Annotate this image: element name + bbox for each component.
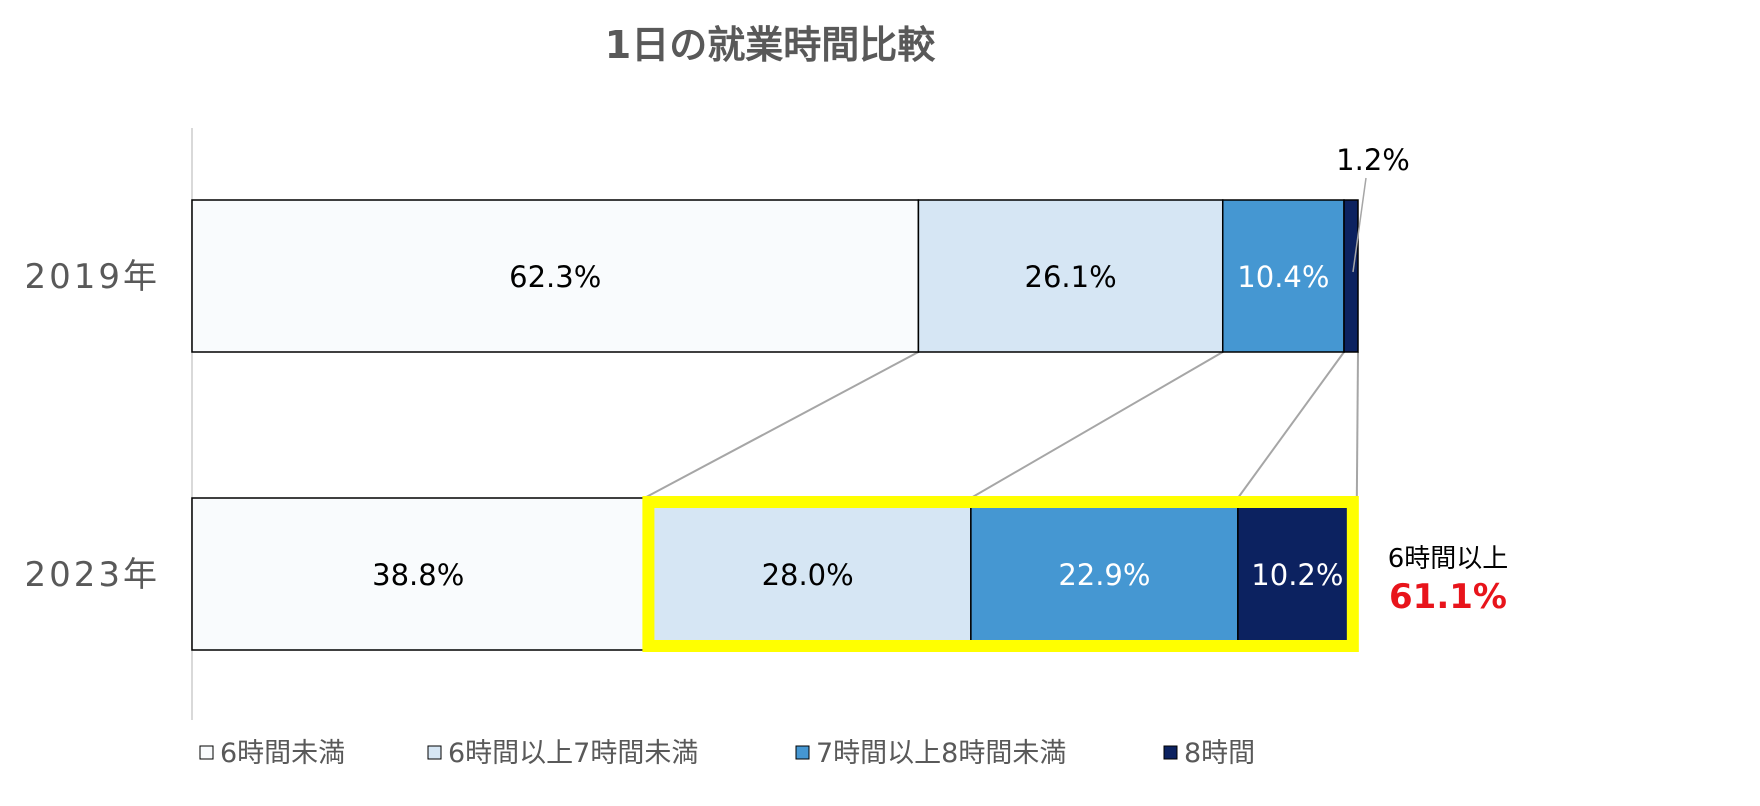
data-label-2-3: 22.9%: [1058, 558, 1150, 592]
bar-1-series-1: [191, 199, 920, 353]
data-label-1-4: 1.2%: [1336, 143, 1410, 177]
data-label-2-2: 28.0%: [762, 558, 854, 592]
bar-1-series-2: [917, 199, 1224, 353]
bar-1-series-4: [1343, 199, 1359, 353]
data-label-2-1: 38.8%: [372, 558, 464, 592]
bar-2-series-3: [970, 497, 1239, 651]
bar-1-series-3: [1221, 199, 1345, 353]
legend: 6時間未満 6時間以上7時間未満 7時間以上8時間未満 8時間: [199, 738, 1255, 769]
connector-line-2: [970, 351, 1224, 499]
highlight-group: [642, 496, 1359, 652]
highlight-box: [642, 496, 1359, 652]
legend-swatch-2: [427, 745, 442, 760]
legend-label-2: 6時間以上7時間未満: [448, 738, 698, 769]
legend-item-2: 6時間以上7時間未満: [427, 738, 698, 769]
data-label-1-3: 10.4%: [1237, 260, 1329, 294]
legend-label-1: 6時間未満: [220, 738, 345, 769]
annotation: 6時間以上 61.1%: [1388, 544, 1509, 617]
annotation-value: 61.1%: [1389, 577, 1507, 617]
data-label-2-4: 10.2%: [1251, 558, 1343, 592]
label-leader-line: [1352, 177, 1367, 273]
legend-item-1: 6時間未満: [199, 738, 345, 769]
legend-label-3: 7時間以上8時間未満: [816, 738, 1066, 769]
connector-line-1: [643, 351, 919, 499]
data-label-1-1: 62.3%: [509, 260, 601, 294]
connector-lines: [643, 351, 1359, 499]
legend-label-4: 8時間: [1184, 738, 1255, 769]
legend-swatch-4: [1163, 745, 1178, 760]
bars: [191, 199, 1359, 651]
legend-item-3: 7時間以上8時間未満: [795, 738, 1066, 769]
category-label-1: 2019年: [24, 257, 160, 297]
legend-swatch-3: [795, 745, 810, 760]
chart-title: 1日の就業時間比較: [605, 23, 936, 67]
legend-swatch-1: [199, 745, 214, 760]
legend-item-4: 8時間: [1163, 738, 1255, 769]
connector-line-3: [1237, 351, 1345, 499]
category-label-2: 2023年: [24, 555, 160, 595]
annotation-label: 6時間以上: [1388, 544, 1509, 574]
bar-2-series-1: [191, 497, 646, 651]
category-labels: 2019年 2023年: [24, 257, 160, 595]
data-labels: 62.3% 26.1% 10.4% 1.2% 38.8% 28.0% 22.9% 10.2%: [372, 143, 1410, 592]
connector-line-4: [1355, 351, 1359, 499]
data-label-1-2: 26.1%: [1025, 260, 1117, 294]
